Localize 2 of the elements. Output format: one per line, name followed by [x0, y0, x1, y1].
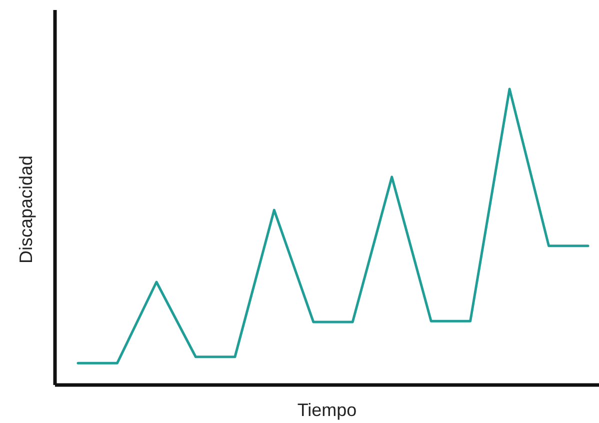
x-axis-title: Tiempo	[297, 400, 357, 420]
y-axis-title: Discapacidad	[16, 155, 36, 264]
